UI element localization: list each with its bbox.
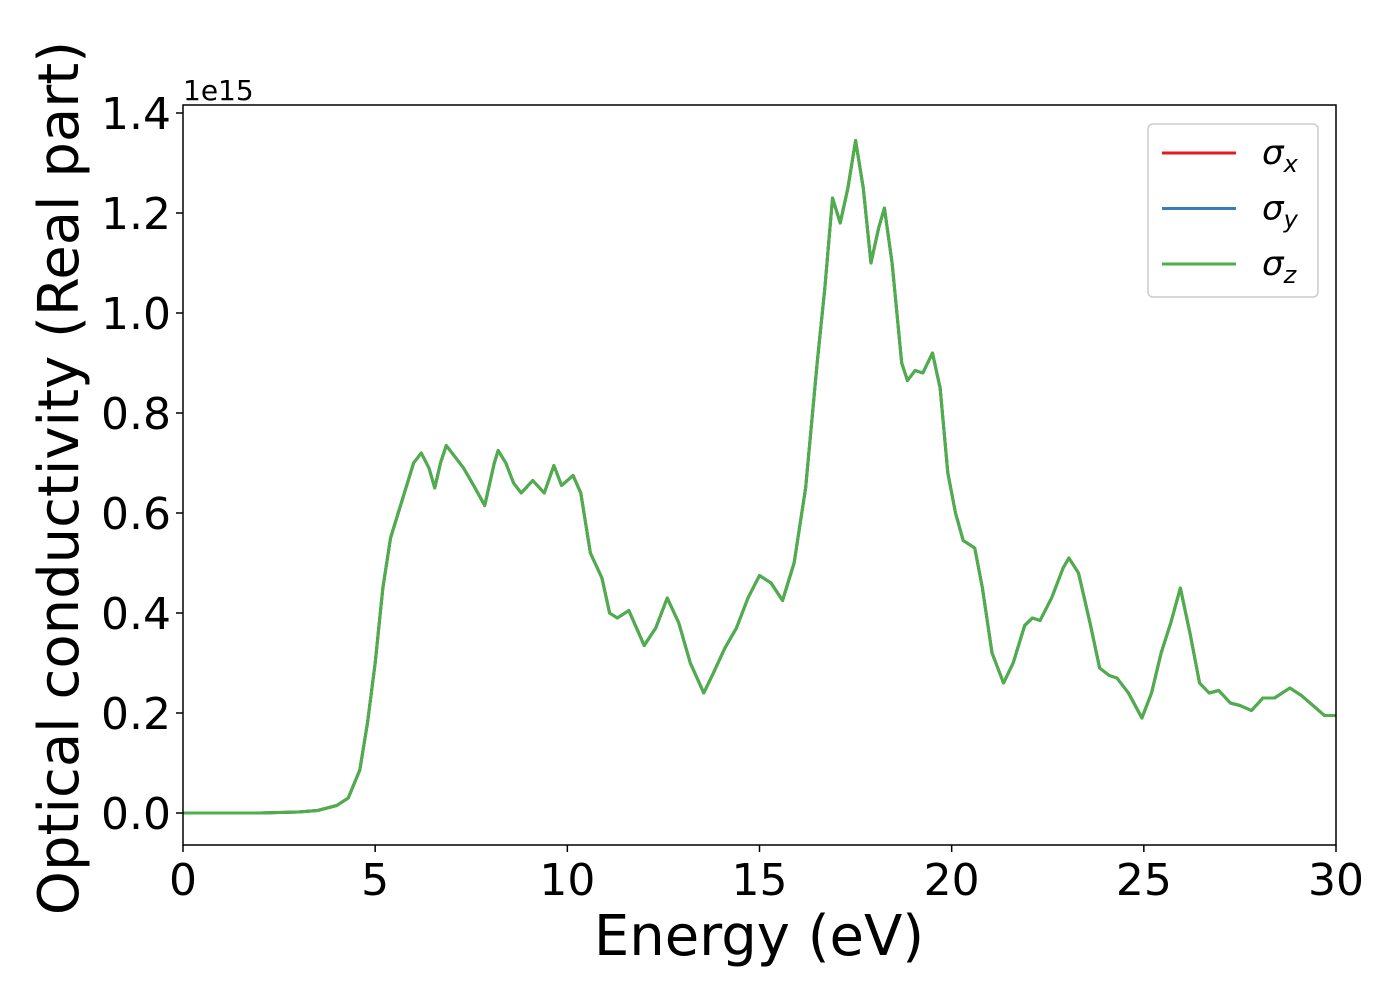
y-tick-label: 0.6 — [101, 489, 171, 540]
series-line — [183, 139, 1336, 815]
y-tick-label: 0.8 — [101, 389, 171, 440]
y-tick-label: 0.4 — [101, 589, 171, 640]
x-tick-label: 20 — [924, 855, 980, 906]
legend-label: σx — [1262, 133, 1299, 178]
y-tick-label: 0.0 — [101, 789, 171, 840]
x-tick-label: 5 — [361, 855, 389, 906]
y-tick-label: 1.4 — [101, 89, 171, 140]
legend-label: σy — [1262, 189, 1299, 234]
x-axis-label: Energy (eV) — [594, 904, 924, 969]
x-tick-label: 25 — [1116, 855, 1172, 906]
x-tick-label: 30 — [1308, 855, 1364, 906]
y-tick-label: 0.2 — [101, 689, 171, 740]
x-tick-label: 0 — [169, 855, 197, 906]
x-tick-label: 15 — [732, 855, 788, 906]
legend-label: σz — [1262, 244, 1298, 289]
legend-box — [1147, 123, 1319, 298]
y-tick-label: 1.0 — [101, 289, 171, 340]
y-tick-label: 1.2 — [101, 189, 171, 240]
plot-frame — [182, 104, 1337, 846]
y-axis-label: Optical conductivity (Real part) — [27, 41, 92, 915]
y-offset-label: 1e15 — [183, 74, 254, 107]
x-tick-label: 10 — [539, 855, 595, 906]
